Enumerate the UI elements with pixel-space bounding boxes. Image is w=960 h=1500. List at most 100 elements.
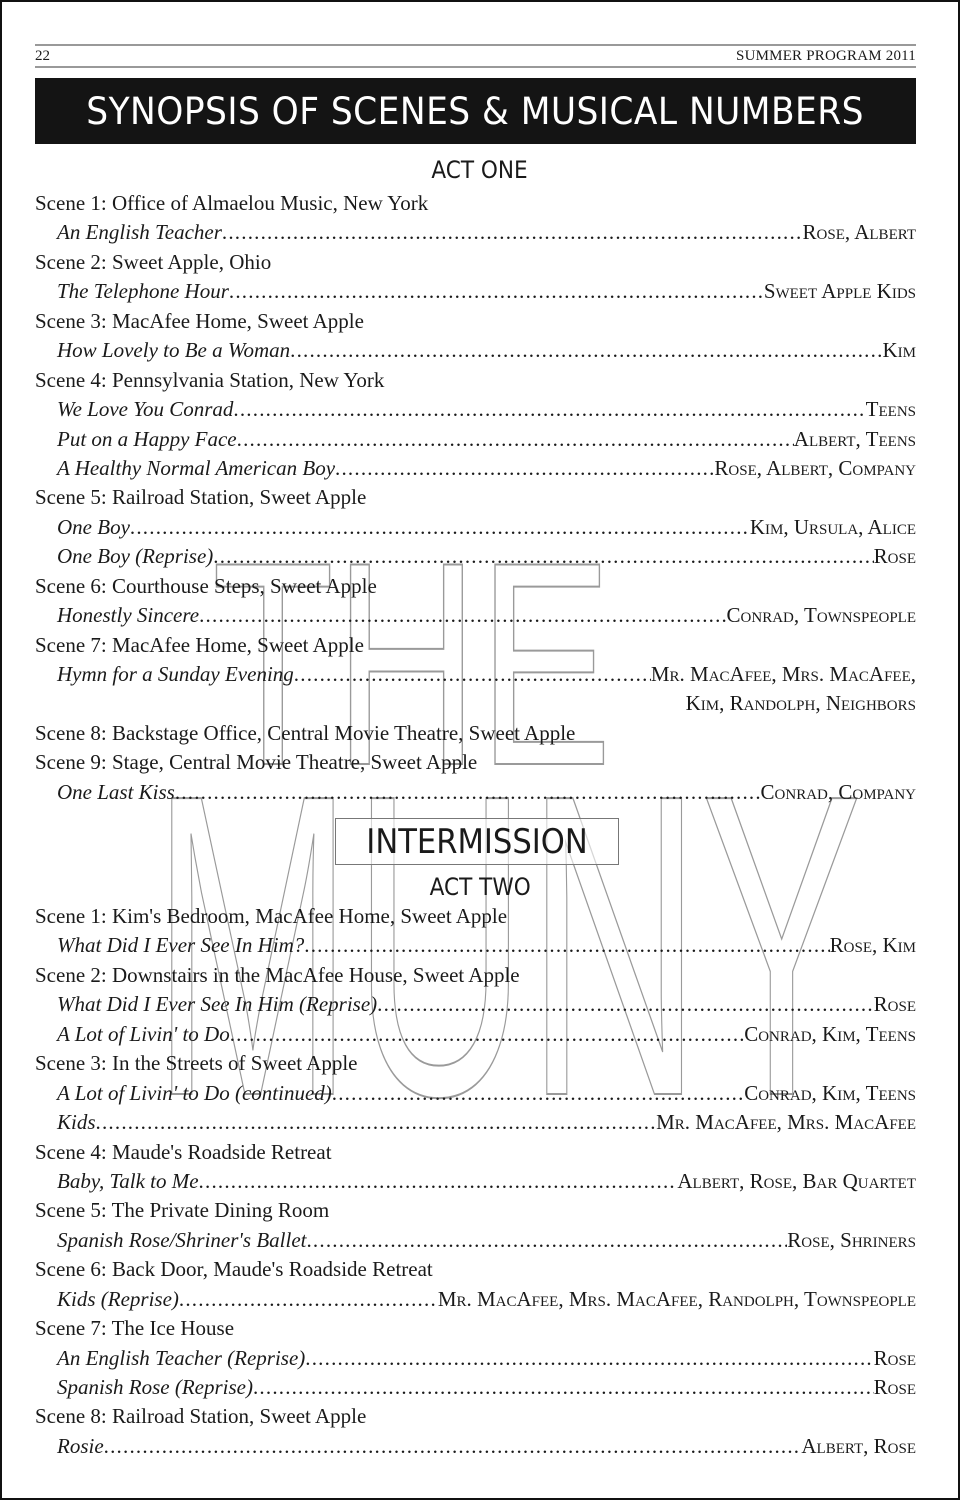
dot-leader [213, 542, 873, 571]
dot-leader [294, 660, 651, 689]
song-cast: Mr. MacAfee, Mrs. MacAfee, Randolph, Tow… [437, 1286, 916, 1311]
scene-text: Scene 8: Railroad Station, Sweet Apple [35, 1404, 367, 1429]
song-title: What Did I Ever See In Him (Reprise) [57, 992, 378, 1017]
musical-number: We Love You Conrad Teens [35, 395, 916, 424]
scene-text: Scene 6: Back Door, Maude's Roadside Ret… [35, 1257, 433, 1282]
song-cast: Albert, Rose, Bar Quartet [677, 1168, 916, 1193]
scene-heading: Scene 1: Office of Almaelou Music, New Y… [35, 189, 916, 218]
act-two-list: Scene 1: Kim's Bedroom, MacAfee Home, Sw… [35, 902, 916, 1461]
song-cast: Albert, Rose [801, 1433, 916, 1458]
dot-leader [237, 425, 794, 454]
scene-text: Scene 9: Stage, Central Movie Theatre, S… [35, 750, 478, 775]
song-cast: Rose, Albert, Company [714, 455, 916, 480]
song-title: Hymn for a Sunday Evening [57, 662, 294, 686]
song-cast: Rose [873, 1375, 916, 1399]
song-title: Rosie [57, 1433, 104, 1458]
song-cast: Conrad, Kim, Teens [744, 1080, 916, 1105]
scene-heading: Scene 9: Stage, Central Movie Theatre, S… [35, 748, 916, 777]
scene-text: Scene 4: Pennsylvania Station, New York [35, 367, 385, 392]
song-cast: Conrad, Company [760, 779, 916, 804]
musical-number: Spanish Rose/Shriner's Ballet Rose, Shrin… [35, 1226, 916, 1255]
song-title: Spanish Rose/Shriner's Ballet [57, 1227, 307, 1252]
musical-number: An English Teacher Rose, Albert [35, 218, 916, 247]
dot-leader [175, 778, 761, 807]
scene-heading: Scene 3: In the Streets of Sweet Apple [35, 1049, 916, 1078]
scene-text: Scene 5: Railroad Station, Sweet Apple [35, 485, 367, 510]
scene-heading: Scene 2: Sweet Apple, Ohio [35, 248, 916, 277]
dot-leader [306, 1226, 787, 1255]
song-title: Kids [57, 1110, 96, 1135]
musical-number: An English Teacher (Reprise) Rose [35, 1344, 916, 1373]
scene-heading: Scene 7: MacAfee Home, Sweet Apple [35, 631, 916, 660]
dot-leader [230, 1020, 744, 1049]
dot-leader [104, 1432, 802, 1461]
song-cast: Rose [873, 992, 916, 1017]
song-title: Spanish Rose (Reprise) [57, 1375, 253, 1399]
song-title: A Lot of Livin' to Do [57, 1021, 230, 1046]
intermission-label: INTERMISSION [366, 821, 588, 862]
song-title: One Boy [57, 514, 130, 539]
musical-number: A Lot of Livin' to Do (continued) Conrad,… [35, 1079, 916, 1108]
cast-continuation: Kim, Randolph, Neighbors [35, 689, 916, 718]
scene-heading: Scene 5: The Private Dining Room [35, 1196, 916, 1225]
song-cast: Mr. MacAfee, Mrs. MacAfee [656, 1110, 916, 1135]
scene-text: Scene 7: The Ice House [35, 1316, 235, 1341]
song-title: One Boy (Reprise) [57, 544, 214, 569]
song-cast: Mr. MacAfee, Mrs. MacAfee, [650, 662, 916, 686]
page-number: 22 [35, 48, 50, 64]
song-title: The Telephone Hour [57, 279, 229, 304]
page-title-bar: SYNOPSIS OF SCENES & MUSICAL NUMBERS [35, 78, 916, 144]
scene-heading: Scene 8: Railroad Station, Sweet Apple [35, 1402, 916, 1431]
scene-heading: Scene 4: Pennsylvania Station, New York [35, 366, 916, 395]
musical-number: One Boy (Reprise) Rose [35, 542, 916, 571]
dot-leader [199, 601, 726, 630]
musical-number: The Telephone Hour Sweet Apple Kids [35, 277, 916, 306]
musical-number: Spanish Rose (Reprise) Rose [35, 1373, 916, 1402]
song-title: An English Teacher [57, 220, 222, 245]
act-two-heading: ACT TWO [429, 873, 531, 901]
song-cast: Kim, Randolph, Neighbors [685, 691, 916, 716]
act-one-list: Scene 1: Office of Almaelou Music, New Y… [35, 189, 916, 807]
dot-leader [229, 277, 764, 306]
musical-number: What Did I Ever See In Him (Reprise) Rose [35, 990, 916, 1019]
song-cast: Rose, Albert [802, 220, 916, 245]
song-cast: Albert, Teens [793, 426, 916, 451]
scene-heading: Scene 2: Downstairs in the MacAfee House… [35, 961, 916, 990]
song-title: Baby, Talk to Me [57, 1168, 199, 1193]
scene-heading: Scene 3: MacAfee Home, Sweet Apple [35, 307, 916, 336]
song-title: One Last Kiss [57, 779, 175, 804]
song-title: Kids (Reprise) [57, 1286, 179, 1311]
musical-number: Baby, Talk to Me Albert, Rose, Bar Quarte… [35, 1167, 916, 1196]
header-rule-bottom [35, 66, 916, 68]
scene-text: Scene 7: MacAfee Home, Sweet Apple [35, 632, 364, 657]
page-title: SYNOPSIS OF SCENES & MUSICAL NUMBERS [86, 89, 865, 133]
song-title: How Lovely to Be a Woman [57, 338, 291, 363]
musical-number: One Last Kiss Conrad, Company [35, 778, 916, 807]
act-one-heading: ACT ONE [431, 156, 529, 184]
dot-leader [290, 336, 882, 365]
song-cast: Rose, Kim [829, 933, 916, 958]
song-title: A Lot of Livin' to Do (continued) [57, 1080, 332, 1105]
dot-leader [222, 218, 803, 247]
song-title: What Did I Ever See In Him? [57, 933, 305, 958]
song-cast: Kim [882, 338, 917, 363]
song-cast: Conrad, Kim, Teens [744, 1021, 916, 1046]
song-cast: Rose, Shriners [787, 1227, 916, 1252]
musical-number: One Boy Kim, Ursula, Alice [35, 513, 916, 542]
dot-leader [179, 1285, 438, 1314]
musical-number: Kids (Reprise) Mr. MacAfee, Mrs. MacAfee,… [35, 1285, 916, 1314]
dot-leader [305, 1344, 873, 1373]
dot-leader [253, 1373, 874, 1402]
musical-number: What Did I Ever See In Him? Rose, Kim [35, 931, 916, 960]
song-cast: Sweet Apple Kids [763, 279, 916, 304]
scene-heading: Scene 6: Courthouse Steps, Sweet Apple [35, 572, 916, 601]
scene-heading: Scene 8: Backstage Office, Central Movie… [35, 719, 916, 748]
scene-text: Scene 3: MacAfee Home, Sweet Apple [35, 308, 364, 333]
dot-leader [233, 395, 865, 424]
header-rule-top [35, 44, 916, 46]
scene-text: Scene 5: The Private Dining Room [35, 1198, 330, 1223]
scene-text: Scene 8: Backstage Office, Central Movie… [35, 720, 576, 745]
dot-leader [335, 454, 714, 483]
song-cast: Rose [873, 544, 916, 569]
